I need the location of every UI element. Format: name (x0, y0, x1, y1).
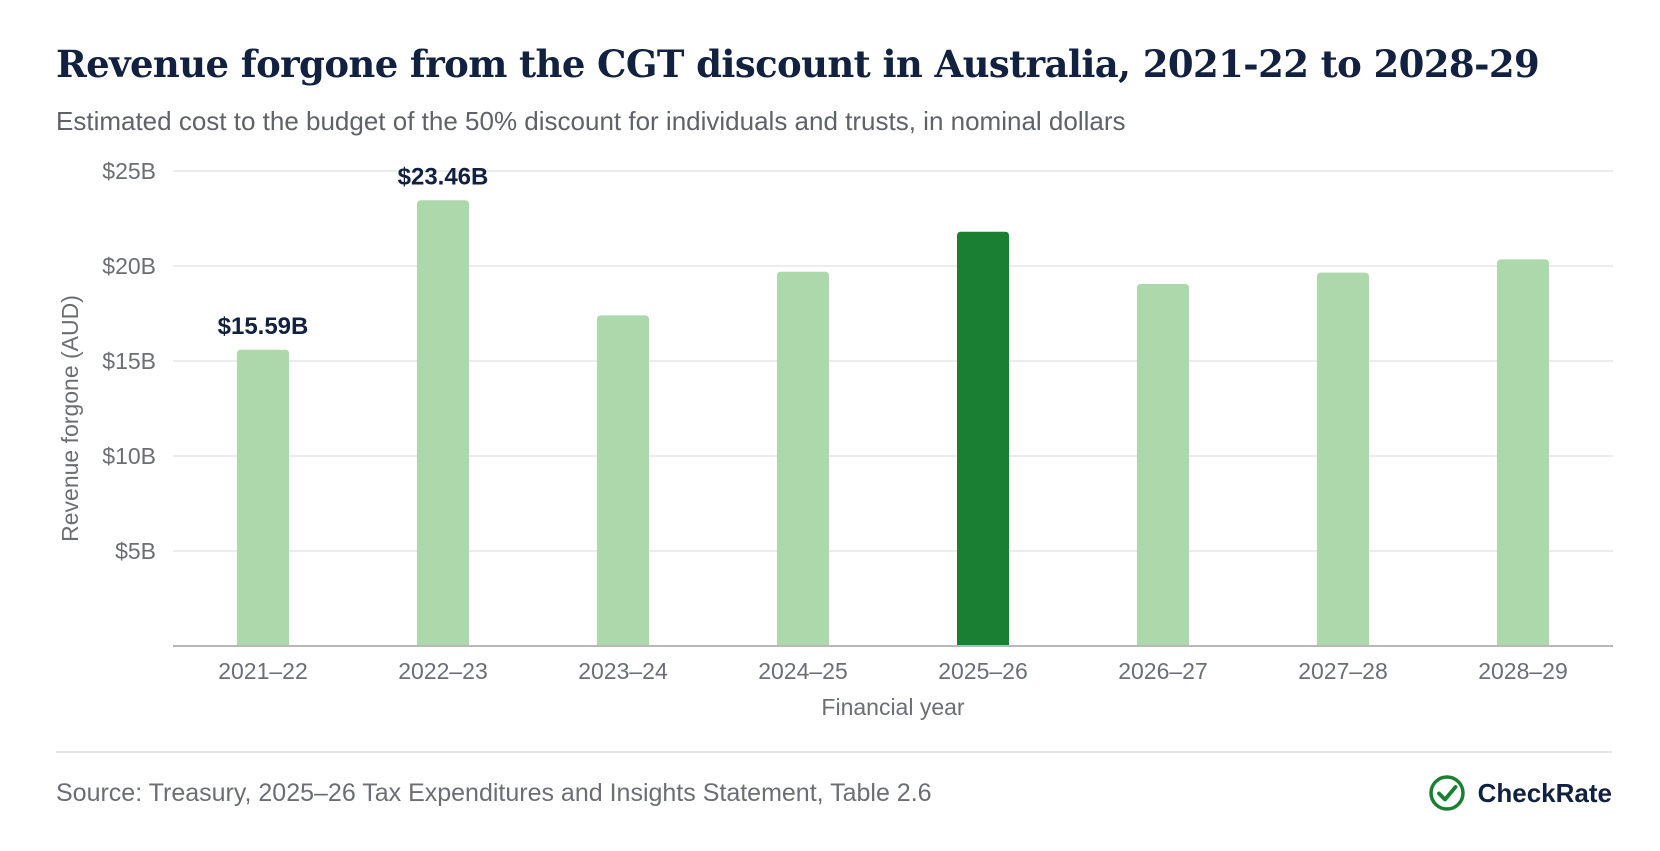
chart-title: Revenue forgone from the CGT discount in… (56, 42, 1540, 86)
y-tick-label: $5B (115, 538, 156, 564)
bar (1317, 272, 1369, 646)
x-axis-title: Financial year (821, 694, 965, 720)
chart-subtitle: Estimated cost to the budget of the 50% … (56, 106, 1126, 136)
x-tick-label: 2026–27 (1118, 658, 1208, 684)
x-tick-label: 2028–29 (1478, 658, 1568, 684)
footer-divider (56, 751, 1612, 753)
y-tick-label: $25B (102, 158, 156, 184)
y-tick-label: $10B (102, 443, 156, 469)
x-tick-label: 2025–26 (938, 658, 1028, 684)
y-axis-title: Revenue forgone (AUD) (57, 295, 83, 542)
check-circle-icon (1428, 775, 1465, 811)
data-label: $23.46B (398, 163, 489, 190)
brand-logo: CheckRate (1428, 774, 1612, 812)
y-tick-label: $15B (102, 348, 156, 374)
bar (417, 200, 469, 646)
x-tick-label: 2021–22 (218, 658, 308, 684)
data-label: $15.59B (218, 313, 309, 340)
x-tick-label: 2027–28 (1298, 658, 1388, 684)
bar (237, 349, 289, 646)
y-tick-label: $20B (102, 253, 156, 279)
x-tick-label: 2024–25 (758, 658, 848, 684)
x-tick-label: 2022–23 (398, 658, 488, 684)
bar (1497, 259, 1549, 646)
bar-highlighted (957, 231, 1009, 647)
source-note: Source: Treasury, 2025–26 Tax Expenditur… (56, 779, 932, 807)
bar (1137, 284, 1189, 646)
bar (777, 271, 829, 646)
brand-name: CheckRate (1477, 777, 1612, 808)
x-tick-label: 2023–24 (578, 658, 668, 684)
bar (597, 315, 649, 646)
bar-chart: $5B $10B $15B $20B $25B 2021–22 $15.59B 2022–23… (57, 158, 1613, 720)
